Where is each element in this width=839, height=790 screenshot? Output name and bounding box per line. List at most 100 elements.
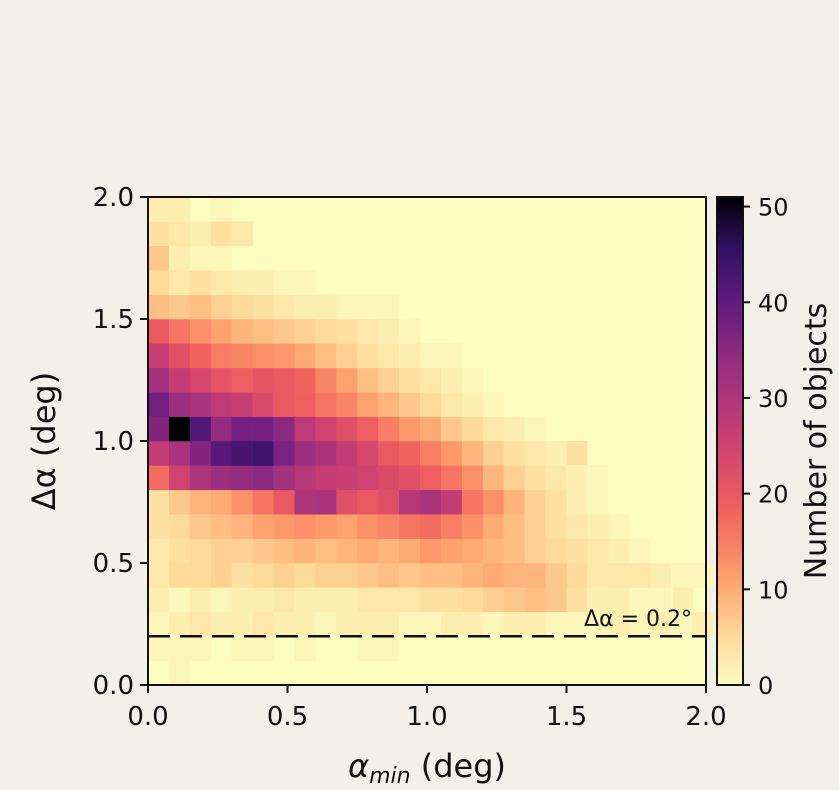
heatmap-cell (273, 367, 295, 393)
heatmap-cell (168, 197, 191, 222)
heatmap-cell (168, 611, 191, 637)
heatmap-cell (148, 636, 170, 661)
heatmap-cell (357, 392, 379, 417)
x-axis-title: αmin (deg) (348, 747, 506, 789)
heatmap-cell (524, 416, 546, 442)
heatmap-cell (420, 563, 442, 588)
heatmap-cell (524, 563, 546, 588)
heatmap-cell (357, 294, 379, 320)
heatmap-cell (231, 611, 253, 637)
heatmap-cell (273, 611, 295, 637)
heatmap-cell (482, 489, 505, 515)
y-tick-label: 0.0 (93, 671, 134, 701)
heatmap-cell (545, 441, 567, 466)
heatmap-cell (378, 587, 400, 613)
heatmap-cell (357, 563, 379, 588)
heatmap-cell (148, 611, 170, 637)
heatmap-cell (336, 563, 358, 588)
x-tick-label: 1.5 (546, 702, 587, 732)
heatmap-cell (420, 441, 442, 466)
heatmap-cell (357, 636, 379, 661)
heatmap-cell (587, 563, 609, 588)
colorbar-title: Number of objects (799, 303, 834, 580)
heatmap-cell (294, 416, 316, 442)
heatmap-cell (420, 489, 442, 515)
heatmap-cell (357, 587, 379, 613)
heatmap-cell (189, 465, 212, 491)
heatmap-cell (168, 221, 191, 247)
heatmap-cell (210, 489, 232, 515)
heatmap-cell (378, 343, 400, 369)
heatmap-cell (692, 563, 714, 588)
heatmap-cell (336, 611, 358, 637)
heatmap-cell (336, 392, 358, 417)
heatmap-cell (524, 514, 546, 539)
heatmap-cell (315, 367, 337, 393)
heatmap-cell (692, 611, 714, 637)
heatmap-cell (168, 294, 191, 320)
heatmap-cell (545, 611, 567, 637)
heatmap-cell (336, 587, 358, 613)
heatmap-cell (148, 563, 170, 588)
heatmap-cell (252, 441, 274, 466)
heatmap-cell (315, 489, 337, 515)
heatmap-cell (461, 392, 484, 417)
heatmap-cell (545, 538, 567, 564)
heatmap-cell (273, 587, 295, 613)
heatmap-cell (503, 441, 525, 466)
heatmap-cell (357, 514, 379, 539)
heatmap-cell (252, 514, 274, 539)
heatmap-cell (148, 538, 170, 564)
heatmap-cell (503, 611, 525, 637)
heatmap-cell (357, 416, 379, 442)
heatmap-cell (315, 465, 337, 491)
heatmap-cell (336, 514, 358, 539)
heatmap-cell (420, 611, 442, 637)
heatmap-cell (503, 587, 525, 613)
heatmap-cell (357, 465, 379, 491)
heatmap-cell (148, 197, 170, 222)
heatmap-cell (399, 563, 421, 588)
heatmap-cell (399, 319, 421, 344)
heatmap-cell (189, 611, 212, 637)
heatmap-cell (378, 611, 400, 637)
heatmap-cell (210, 367, 232, 393)
colorbar-ticks: 0 10 20 30 40 50 (743, 194, 789, 700)
heatmap-cell (210, 392, 232, 417)
heatmap-cell (148, 416, 170, 442)
heatmap-cell (168, 636, 191, 661)
heatmap-cell (189, 563, 212, 588)
heatmap-cell-outlier (588, 587, 610, 612)
heatmap-cell (168, 416, 191, 442)
heatmap-cell (399, 441, 421, 466)
heatmap-cell (148, 465, 170, 491)
heatmap-cell (315, 319, 337, 344)
heatmap-cell (189, 538, 212, 564)
heatmap-cell (650, 587, 672, 613)
heatmap-cell (399, 611, 421, 637)
heatmap-cell (315, 392, 337, 417)
heatmap-cell (294, 563, 316, 588)
heatmap-cell (294, 489, 316, 515)
colorbar-tick-label: 30 (758, 385, 789, 413)
heatmap-cell (168, 465, 191, 491)
heatmap-cell (420, 465, 442, 491)
heatmap-cell (440, 367, 463, 393)
heatmap-cell (440, 489, 463, 515)
heatmap-cell (587, 465, 609, 491)
heatmap-cell (210, 441, 232, 466)
heatmap-cell (420, 343, 442, 369)
heatmap-cell (503, 489, 525, 515)
heatmap-cell (231, 270, 253, 295)
heatmap-cell (252, 636, 274, 661)
x-tick-label: 1.0 (406, 702, 447, 732)
heatmap-cell (273, 489, 295, 515)
heatmap-cell (336, 416, 358, 442)
x-tick-label: 0.0 (127, 702, 168, 732)
heatmap-cell (461, 611, 484, 637)
heatmap-cell (524, 587, 546, 613)
heatmap-cell (168, 441, 191, 466)
heatmap-cell (629, 587, 651, 613)
heatmap-cell (440, 416, 463, 442)
